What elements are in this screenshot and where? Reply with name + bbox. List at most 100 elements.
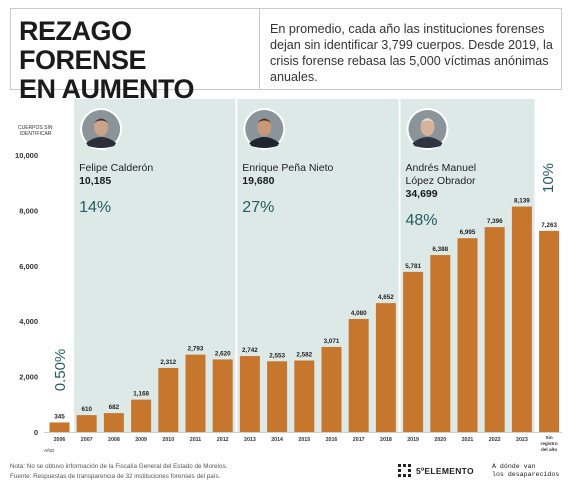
- x-tick-label: 2017: [353, 437, 365, 443]
- x-tick-label: 2013: [244, 437, 256, 443]
- y-axis-title-line-2: IDENTIFICAR: [20, 131, 52, 137]
- bar-2021: [457, 238, 478, 432]
- brand-5elemento: 5ºELEMENTO: [398, 464, 474, 478]
- bar-2013: [239, 356, 260, 432]
- title-line-1: REZAGO FORENSE: [19, 16, 147, 75]
- brand-adondevan: A dónde van los desaparecidos: [492, 463, 564, 479]
- bar-2023: [511, 206, 532, 432]
- x-tick-label: 2021: [462, 437, 474, 443]
- bar-value-label: 7,396: [487, 218, 503, 225]
- avatar-hair: [257, 118, 272, 123]
- share-2006-label: 0.50%: [52, 349, 69, 392]
- y-tick-label: 10,000: [15, 151, 38, 160]
- avatar-face: [257, 118, 272, 136]
- avatar-suit: [86, 137, 117, 148]
- y-tick-label: 0: [34, 428, 38, 437]
- bar-2009: [131, 399, 152, 432]
- bar-2022: [484, 227, 505, 432]
- intro-box: En promedio, cada año las instituciones …: [258, 8, 562, 90]
- avatar-face: [94, 118, 109, 136]
- bar-2010: [158, 367, 179, 432]
- bar-value-label: 1,168: [133, 391, 149, 398]
- bar-value-label: 682: [109, 404, 120, 411]
- bar-2019: [403, 271, 424, 432]
- bar-2020: [430, 255, 451, 432]
- bar-2006: [49, 422, 70, 432]
- x-tick-label: 2010: [162, 437, 174, 443]
- period-percent: 48%: [406, 212, 438, 229]
- intro-text: En promedio, cada año las instituciones …: [270, 22, 553, 84]
- x-tick-label: 2008: [108, 437, 120, 443]
- bar-value-label: 4,080: [351, 310, 367, 317]
- bar-2018: [375, 303, 396, 432]
- bar-2017: [348, 318, 369, 432]
- x-axis-title: AÑO: [44, 447, 55, 454]
- brand2-line-1: A dónde van: [492, 463, 536, 470]
- period-percent: 27%: [242, 199, 274, 216]
- header: REZAGO FORENSE EN AUMENTO En promedio, c…: [0, 0, 571, 104]
- avatar-hair: [94, 118, 109, 123]
- x-tick-label: 2022: [489, 437, 501, 443]
- bar-2008: [103, 413, 124, 432]
- bar-value-label: 2,742: [242, 347, 258, 354]
- title-line-2: EN AUMENTO: [19, 74, 195, 104]
- bar-value-label: 6,995: [460, 229, 476, 236]
- bar-value-label: 2,793: [188, 346, 204, 353]
- bar-value-label: 6,388: [432, 246, 448, 253]
- avatar-suit: [249, 137, 280, 148]
- bar-2015: [294, 360, 315, 432]
- x-tick-label: registro: [541, 441, 558, 446]
- avatar-face: [420, 118, 435, 136]
- x-tick-label: 2023: [516, 437, 528, 443]
- bar-value-label: 4,652: [378, 294, 394, 301]
- y-tick-label: 8,000: [19, 206, 38, 215]
- title-box: REZAGO FORENSE EN AUMENTO: [10, 8, 260, 104]
- period-band-0: [74, 99, 236, 432]
- x-tick-label: 2011: [190, 437, 202, 443]
- x-tick-label: 2020: [434, 437, 446, 443]
- period-name: Felipe Calderón: [79, 162, 153, 174]
- bar-value-label: 2,312: [160, 359, 176, 366]
- bar-value-label: 610: [81, 406, 92, 413]
- x-tick-label: 2006: [54, 437, 66, 443]
- x-tick-label: 2015: [298, 437, 310, 443]
- period-name: Enrique Peña Nieto: [242, 162, 333, 174]
- period-total: 10,185: [79, 175, 111, 187]
- footer-source: Fuente: Respuestas de transparencia de 3…: [10, 473, 221, 480]
- y-tick-label: 4,000: [19, 317, 38, 326]
- x-tick-label: del año: [541, 447, 557, 452]
- bar-2012: [212, 359, 233, 432]
- period-total: 34,699: [406, 188, 438, 200]
- bar-sin: [539, 230, 560, 432]
- period-name: Andrés Manuel: [406, 162, 477, 174]
- period-name-line-2: López Obrador: [406, 175, 477, 187]
- bar-value-label: 5,781: [405, 263, 421, 270]
- avatar-suit: [412, 137, 443, 148]
- brand-name: 5ºELEMENTO: [416, 466, 474, 476]
- bar-value-label: 8,139: [514, 198, 530, 205]
- bar-value-label: 3,071: [324, 338, 340, 345]
- bar-value-label: 2,553: [269, 352, 285, 359]
- avatar-hair: [420, 118, 435, 123]
- y-tick-label: 2,000: [19, 373, 38, 382]
- x-tick-label: 2014: [271, 437, 283, 443]
- bar-value-label: 7,263: [541, 222, 557, 229]
- footer-note: Nota: No se obtuvo información de la Fis…: [10, 463, 228, 470]
- x-tick-label: Sin: [546, 435, 553, 440]
- bar-2016: [321, 346, 342, 432]
- x-tick-label: 2009: [135, 437, 147, 443]
- period-percent: 14%: [79, 199, 111, 216]
- x-tick-label: 2016: [326, 437, 338, 443]
- bar-2014: [267, 361, 288, 432]
- brand2-line-2: los desaparecidos: [492, 471, 560, 478]
- page-title: REZAGO FORENSE EN AUMENTO: [19, 17, 259, 104]
- period-band-1: [237, 99, 399, 432]
- x-tick-label: 2018: [380, 437, 392, 443]
- brand-grid-icon: [398, 464, 412, 478]
- x-tick-label: 2007: [81, 437, 93, 443]
- period-total: 19,680: [242, 175, 274, 187]
- bar-2007: [76, 415, 97, 432]
- bar-value-label: 2,582: [296, 351, 312, 358]
- bar-value-label: 2,620: [215, 350, 231, 357]
